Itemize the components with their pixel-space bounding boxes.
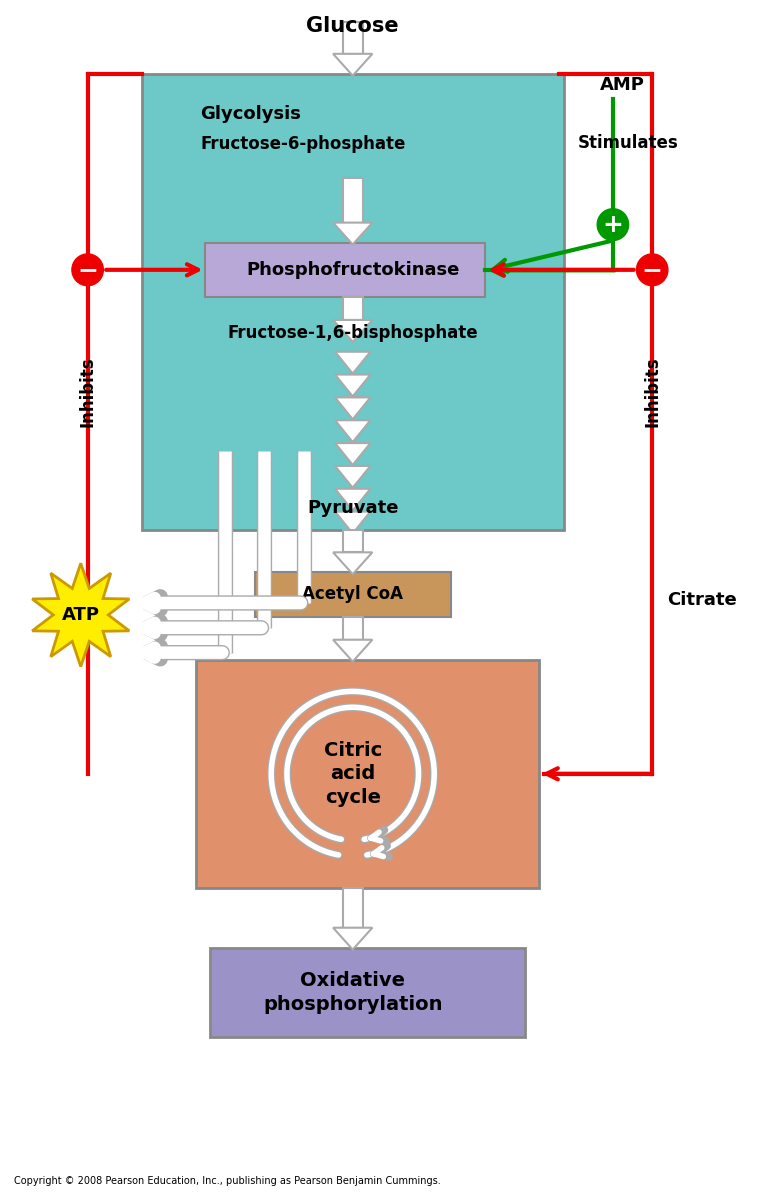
Polygon shape	[335, 397, 371, 419]
Text: Pyruvate: Pyruvate	[307, 499, 399, 517]
Polygon shape	[344, 488, 362, 493]
Polygon shape	[335, 488, 371, 511]
FancyBboxPatch shape	[205, 242, 485, 298]
Text: Glucose: Glucose	[306, 16, 399, 36]
Text: −: −	[642, 258, 662, 282]
Polygon shape	[343, 178, 362, 223]
Polygon shape	[344, 374, 362, 379]
Polygon shape	[335, 443, 371, 464]
Polygon shape	[335, 511, 371, 534]
Text: ATP: ATP	[61, 606, 100, 624]
Polygon shape	[32, 563, 130, 666]
Text: Acetyl CoA: Acetyl CoA	[302, 586, 403, 604]
Polygon shape	[335, 352, 371, 373]
Polygon shape	[333, 640, 372, 661]
Text: Oxidative
phosphorylation: Oxidative phosphorylation	[263, 971, 443, 1014]
FancyBboxPatch shape	[211, 948, 525, 1037]
Polygon shape	[344, 397, 362, 402]
Polygon shape	[333, 320, 372, 342]
Text: Fructose-1,6-bisphosphate: Fructose-1,6-bisphosphate	[227, 324, 478, 342]
Text: Inhibits: Inhibits	[79, 356, 96, 427]
Polygon shape	[333, 552, 372, 574]
FancyBboxPatch shape	[196, 660, 539, 888]
Text: Citrate: Citrate	[667, 590, 737, 608]
Polygon shape	[333, 223, 372, 245]
Polygon shape	[343, 298, 362, 320]
Polygon shape	[344, 352, 362, 356]
Text: Inhibits: Inhibits	[644, 356, 661, 427]
Circle shape	[637, 254, 668, 286]
Polygon shape	[344, 443, 362, 448]
Polygon shape	[343, 888, 362, 928]
Polygon shape	[343, 530, 362, 552]
Circle shape	[72, 254, 103, 286]
Text: Glycolysis: Glycolysis	[201, 106, 302, 124]
Text: Stimulates: Stimulates	[578, 134, 678, 152]
Polygon shape	[335, 374, 371, 396]
Text: Copyright © 2008 Pearson Education, Inc., publishing as Pearson Benjamin Cumming: Copyright © 2008 Pearson Education, Inc.…	[14, 1176, 440, 1186]
Text: Fructose-6-phosphate: Fructose-6-phosphate	[201, 136, 406, 154]
Polygon shape	[344, 420, 362, 425]
Polygon shape	[335, 420, 371, 442]
Polygon shape	[344, 466, 362, 470]
Text: +: +	[603, 212, 623, 236]
Text: −: −	[77, 258, 98, 282]
Polygon shape	[343, 22, 362, 54]
Text: AMP: AMP	[600, 76, 645, 94]
FancyBboxPatch shape	[255, 572, 451, 617]
Circle shape	[597, 209, 628, 240]
Polygon shape	[333, 54, 372, 76]
Polygon shape	[344, 511, 362, 516]
Polygon shape	[335, 466, 371, 487]
Polygon shape	[333, 928, 372, 949]
Text: Phosphofructokinase: Phosphofructokinase	[246, 262, 459, 280]
Polygon shape	[343, 617, 362, 640]
Text: Citric
acid
cycle: Citric acid cycle	[324, 740, 382, 806]
FancyBboxPatch shape	[142, 73, 564, 530]
